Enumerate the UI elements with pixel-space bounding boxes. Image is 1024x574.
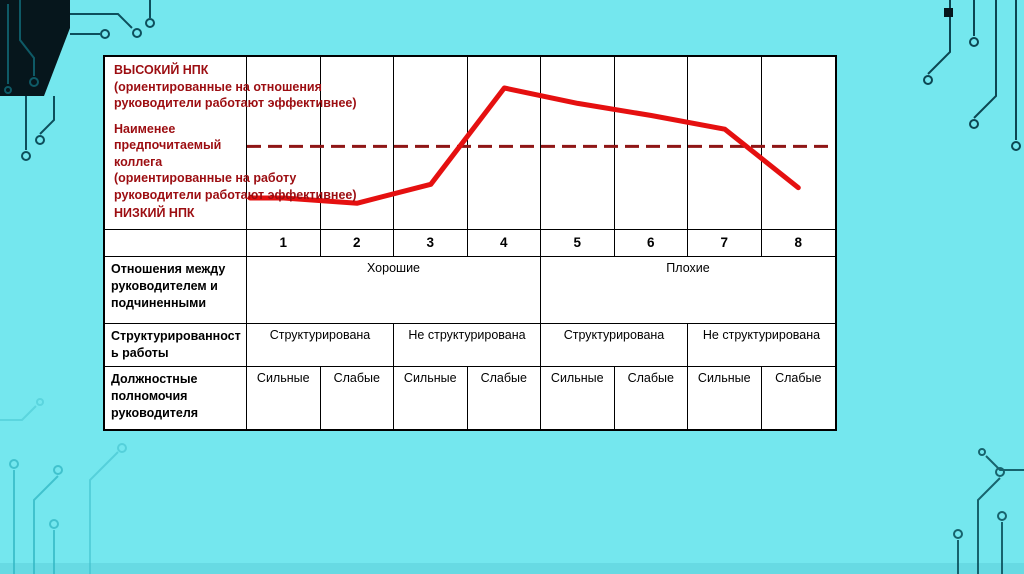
effectiveness-line (247, 85, 801, 206)
chart-left-spacer (105, 57, 247, 229)
structure-cell: Не структурирована (702, 328, 821, 342)
high-npk-note: (ориентированные на отношения руководите… (114, 79, 357, 111)
chart-area (247, 57, 835, 229)
relations-cell: Хорошие (247, 257, 541, 323)
high-npk-label: ВЫСОКИЙ НПК (114, 63, 209, 77)
lpc-axis-label: Наименее предпочитаемый коллега (114, 121, 222, 169)
power-cell: Сильные (247, 367, 321, 429)
situation-number: 6 (615, 230, 688, 256)
relations-row: Отношения между руководителем и подчинен… (105, 256, 835, 323)
circuit-decoration-top-right (923, 0, 1021, 151)
power-cell: Слабые (321, 367, 394, 429)
structure-cell: Структурирована (541, 324, 688, 366)
situation-number: 2 (321, 230, 394, 256)
chart-row (105, 57, 835, 229)
power-cell: Слабые (615, 367, 688, 429)
power-row: Должностные полномочия руководителя Силь… (105, 366, 835, 429)
power-row-label: Должностные полномочия руководителя (105, 367, 247, 429)
column-grid-line (394, 57, 468, 229)
power-cell: Слабые (468, 367, 541, 429)
relations-row-label: Отношения между руководителем и подчинен… (105, 257, 247, 323)
situation-number: 1 (247, 230, 321, 256)
structure-cell: Не структурирована (394, 324, 541, 366)
situation-number: 7 (688, 230, 762, 256)
column-grid-line (615, 57, 688, 229)
column-grid-line (541, 57, 615, 229)
column-grid-line (321, 57, 394, 229)
power-cell: Сильные (688, 367, 762, 429)
situation-number: 4 (468, 230, 541, 256)
situation-numbers-row: 1 2 3 4 5 6 7 8 (105, 229, 835, 256)
relations-cell: Плохие (666, 261, 710, 275)
situation-number: 8 (794, 235, 802, 250)
low-npk-label: НИЗКИЙ НПК (114, 206, 195, 220)
situation-number: 3 (394, 230, 468, 256)
column-grid-line (247, 57, 321, 229)
column-grid (247, 57, 835, 229)
bottom-strip (0, 563, 1024, 574)
circuit-decoration-bottom-right (953, 448, 1024, 574)
low-npk-note: (ориентированные на работу руководители … (114, 171, 357, 202)
structure-row-label: Структурированность работы (105, 324, 247, 366)
numbers-row-spacer (105, 230, 247, 256)
column-grid-line (688, 57, 762, 229)
npk-header-block: ВЫСОКИЙ НПК (ориентированные на отношени… (114, 62, 364, 222)
effectiveness-chart (247, 85, 835, 206)
structure-row: Структурированность работы Структурирова… (105, 323, 835, 366)
structure-cell: Структурирована (247, 324, 394, 366)
power-cell: Сильные (541, 367, 615, 429)
column-grid-line (468, 57, 541, 229)
contingency-table: ВЫСОКИЙ НПК (ориентированные на отношени… (103, 55, 837, 431)
situation-number: 5 (541, 230, 615, 256)
power-cell: Сильные (394, 367, 468, 429)
power-cell: Слабые (775, 371, 822, 385)
